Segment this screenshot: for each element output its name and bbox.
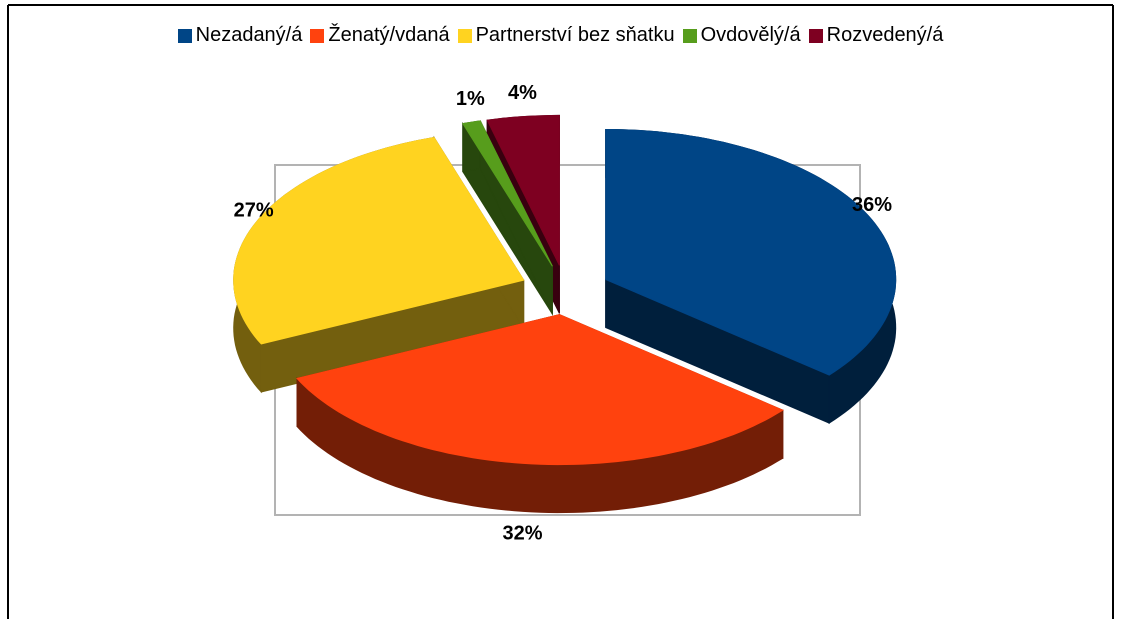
legend-item: Partnerství bez sňatku — [457, 24, 675, 47]
pie-slice — [461, 120, 553, 316]
legend-label: Rozvedený/á — [826, 24, 944, 46]
data-label: 1% — [456, 88, 485, 110]
legend-label: Ženatý/vdaná — [328, 24, 450, 46]
legend-swatch — [457, 28, 472, 43]
legend-swatch — [177, 28, 192, 43]
slice-top — [296, 314, 784, 466]
legend-swatch — [682, 28, 697, 43]
slice-top — [605, 129, 897, 376]
data-label: 4% — [508, 82, 537, 104]
legend: Nezadaný/á Ženatý/vdaná Partnerství bez sň… — [0, 24, 1121, 47]
legend-swatch — [808, 28, 823, 43]
pie-slice — [233, 135, 525, 394]
data-label: 32% — [502, 523, 542, 545]
pie-slice — [605, 129, 897, 425]
legend-item: Ovdovělý/á — [682, 24, 801, 47]
legend-item: Rozvedený/á — [808, 24, 944, 47]
slice-top — [233, 136, 525, 345]
slice-top — [461, 120, 553, 267]
data-label: 27% — [234, 200, 274, 222]
legend-label: Ovdovělý/á — [700, 24, 801, 46]
legend-swatch — [310, 28, 325, 43]
pie-slice — [296, 313, 784, 514]
slice-top — [486, 114, 560, 266]
data-label: 36% — [852, 194, 892, 216]
legend-label: Nezadaný/á — [195, 24, 303, 46]
legend-item: Ženatý/vdaná — [310, 24, 450, 47]
legend-item: Nezadaný/á — [177, 24, 303, 47]
legend-label: Partnerství bez sňatku — [475, 24, 675, 46]
